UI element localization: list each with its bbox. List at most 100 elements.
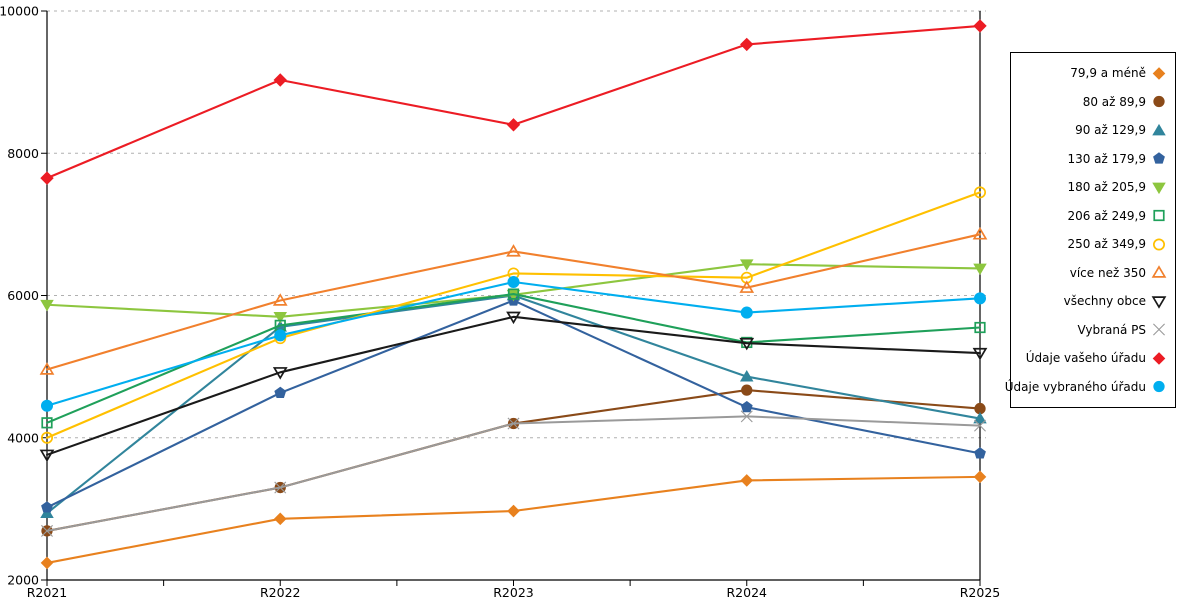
legend-marker-shape [1152,351,1166,365]
x-axis-label: R2023 [493,585,534,600]
marker-206-a-249-9 [507,288,520,300]
legend-item-90-a-129-9: 90 až 129,9 [1015,123,1168,138]
x-axis-label: R2022 [260,585,301,600]
series-line-daje-va-eho-adu [45,24,982,180]
marker-79-9-a-m-n [507,504,520,518]
legend-label: 130 až 179,9 [1067,151,1146,166]
marker-130-a-179-9 [274,386,287,399]
legend-item-daje-vybran-ho-adu: Údaje vybraného úřadu [1005,379,1168,394]
plot-area: 2000 4000 6000 8000 10000 R2021 R2022 R2023 R202… [0,4,1001,600]
series-line-206-a-249-9 [45,293,982,424]
marker-206-a-249-9 [41,417,53,429]
legend-item-206-a-249-9: 206 až 249,9 [1015,208,1168,223]
legend-item-vybran-ps: Vybraná PS [1015,322,1168,337]
x-axis-label: R2025 [960,585,1001,600]
marker-250-a-349-9 [973,186,987,199]
marker-130-a-179-9 [41,501,53,513]
series-line-79-9-a-m-n [45,475,982,564]
marker-79-9-a-m-n [40,556,54,570]
marker-90-a-129-9 [739,369,754,382]
chart-legend: 79,9 a méně 80 až 89,9 90 až 129,9 130 až 1… [1005,52,1176,408]
marker-130-a-179-9 [974,447,986,459]
legend-marker-shape [1152,123,1166,136]
legend-label: 206 až 249,9 [1067,208,1146,223]
legend-marker-shape [1151,296,1167,309]
marker-v-echny-obce [739,337,755,351]
legend-marker-shape [1152,66,1166,80]
marker-206-a-249-9 [974,321,986,334]
legend-marker-shape [1153,381,1165,393]
legend-item-80-a-89-9: 80 až 89,9 [1015,94,1168,109]
legend-item-250-a-349-9: 250 až 349,9 [1015,237,1168,252]
legend-item-79-9-a-m-n: 79,9 a méně [1015,66,1168,81]
legend-item-v-echny-obce: všechny obce [1015,294,1168,309]
legend-marker-shape [1151,265,1167,278]
circle-marker-icon [1152,238,1166,251]
marker-180-a-205-9 [973,263,987,276]
y-axis-label: 8000 [7,146,39,161]
x-axis-label: R2024 [727,585,768,600]
marker-vybran-ps [740,410,753,423]
triangle-up-marker-icon [1151,265,1167,278]
legend-item-130-a-179-9: 130 až 179,9 [1015,151,1168,166]
series-line-v-echny-obce [45,315,982,456]
marker-daje-vybran-ho-adu [740,306,753,319]
marker-daje-vybran-ho-adu [40,399,54,412]
marker-79-9-a-m-n [740,474,754,487]
legend-label: Vybraná PS [1077,322,1146,337]
legend-item-daje-va-eho-adu: Údaje vašeho úřadu [1015,351,1168,366]
y-axis-label: 6000 [7,288,39,303]
marker-79-9-a-m-n [273,512,287,526]
marker-90-a-129-9 [973,411,987,424]
marker-daje-vybran-ho-adu [507,275,520,289]
legend-label: všechny obce [1063,294,1146,309]
legend-label: 250 až 349,9 [1067,237,1146,252]
marker-daje-va-eho-adu [273,73,287,87]
legend-label: 90 až 129,9 [1075,123,1146,138]
triangle-up-marker-icon [1152,123,1166,136]
marker-daje-va-eho-adu [506,118,521,132]
marker-vybran-ps [274,481,287,494]
triangle-down-marker-icon [1151,296,1167,309]
y-axis-label: 10000 [0,4,39,19]
series-line-250-a-349-9 [45,191,982,439]
marker-daje-va-eho-adu [40,171,54,185]
diamond-marker-icon [1152,351,1166,365]
pentagon-marker-icon [1153,152,1165,164]
legend-marker-shape [1153,96,1165,108]
y-axis-label: 2000 [7,573,39,588]
legend-label: 80 až 89,9 [1082,94,1146,109]
marker-daje-va-eho-adu [740,37,754,52]
marker-79-9-a-m-n [973,470,987,484]
marker-vybran-ps [41,524,53,537]
legend-marker-shape [1153,210,1165,222]
marker-v-echny-obce [39,449,55,463]
marker-v-echny-obce [272,367,288,380]
marker-daje-vybran-ho-adu [973,292,987,305]
legend-marker-shape [1152,238,1166,251]
legend-label: Údaje vybraného úřadu [1004,379,1146,394]
marker-v-echny-obce [506,311,521,325]
marker-v-ce-ne-350 [506,244,521,257]
marker-daje-vybran-ho-adu [274,329,287,342]
series-line-130-a-179-9 [45,299,982,509]
legend-marker-shape [1153,323,1165,336]
square-marker-icon [1153,210,1165,222]
legend-label: Údaje vašeho úřadu [1025,351,1146,366]
legend-marker-shape [1152,182,1166,194]
y-axis-label: 4000 [7,430,39,445]
legend-label: 79,9 a méně [1070,66,1146,81]
marker-daje-va-eho-adu [973,19,987,33]
marker-250-a-349-9 [40,431,54,444]
legend-label: 180 až 205,9 [1067,180,1146,195]
marker-vybran-ps [507,417,520,430]
triangle-down-marker-icon [1152,182,1166,194]
marker-180-a-205-9 [273,311,288,324]
legend-label: více než 350 [1069,265,1146,280]
circle-marker-icon [1153,381,1165,393]
x-marker-icon [1153,323,1165,336]
legend-marker-shape [1153,152,1165,164]
marker-vybran-ps [974,419,986,432]
marker-v-ce-ne-350 [972,227,988,240]
